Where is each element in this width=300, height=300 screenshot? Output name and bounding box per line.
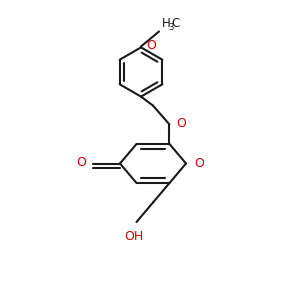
Text: C: C <box>172 17 180 30</box>
Text: H: H <box>161 17 170 30</box>
Text: O: O <box>146 39 156 52</box>
Text: O: O <box>76 156 86 169</box>
Text: O: O <box>194 157 204 170</box>
Text: 3: 3 <box>168 22 173 32</box>
Text: O: O <box>177 117 187 130</box>
Text: OH: OH <box>124 230 143 242</box>
